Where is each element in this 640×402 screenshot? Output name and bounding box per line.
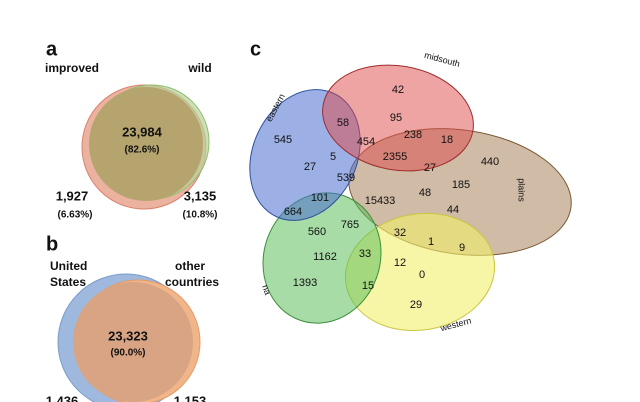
panel-label: a (46, 38, 58, 60)
panel-label: c (250, 38, 261, 60)
count: 1,153 (174, 393, 207, 402)
region-count: 101 (311, 192, 329, 204)
set-label: other (175, 259, 205, 273)
region-count: 32 (394, 227, 406, 239)
region-count: 185 (452, 179, 470, 191)
region-count: 95 (390, 112, 402, 124)
panel-label: b (46, 233, 58, 255)
region-count: 1393 (293, 277, 317, 289)
set-label: countries (165, 275, 219, 289)
set-label: plains (517, 178, 527, 202)
count: 3,135 (184, 188, 217, 203)
region-count: 1 (428, 236, 434, 248)
region-count: 18 (441, 134, 453, 146)
percent: (10.8%) (182, 210, 217, 221)
set-label: wild (187, 61, 211, 75)
region-count: 58 (337, 117, 349, 129)
region-count: 545 (274, 134, 292, 146)
set-label: United (50, 259, 87, 273)
region-count: 1162 (313, 251, 337, 263)
region-count: 12 (394, 257, 406, 269)
region-count: 238 (404, 129, 422, 141)
region-count: 29 (410, 299, 422, 311)
region-count: 454 (357, 136, 375, 148)
overlap (89, 87, 203, 201)
region-count: 560 (308, 226, 326, 238)
set-label: States (50, 275, 86, 289)
region-count: 42 (392, 84, 404, 96)
region-count: 27 (424, 162, 436, 174)
region-count: 664 (284, 206, 302, 218)
percent: (82.6%) (124, 145, 159, 156)
overlap (73, 282, 193, 402)
region-count: 15 (362, 280, 374, 292)
set-label: midsouth (423, 50, 461, 69)
region-count: 539 (337, 172, 355, 184)
region-count: 765 (341, 219, 359, 231)
count: 23,984 (122, 124, 163, 139)
region-count: 440 (481, 156, 499, 168)
set-ellipse (322, 64, 474, 172)
region-count: 5 (330, 151, 336, 163)
region-count: 0 (419, 269, 425, 281)
region-count: 48 (419, 187, 431, 199)
region-count: 27 (304, 161, 316, 173)
region-count: 2355 (383, 151, 407, 163)
region-count: 9 (459, 242, 465, 254)
count: 1,436 (46, 393, 79, 402)
count: 1,927 (56, 188, 89, 203)
region-count: 44 (447, 204, 459, 216)
region-count: 15433 (365, 195, 396, 207)
venn-5 (249, 64, 572, 332)
set-label: improved (45, 61, 99, 75)
percent: (6.63%) (57, 210, 92, 221)
set-ellipse (262, 192, 382, 324)
set-label: na (260, 283, 273, 296)
count: 23,323 (108, 328, 148, 343)
percent: (90.0%) (110, 348, 145, 359)
region-count: 33 (359, 248, 371, 260)
